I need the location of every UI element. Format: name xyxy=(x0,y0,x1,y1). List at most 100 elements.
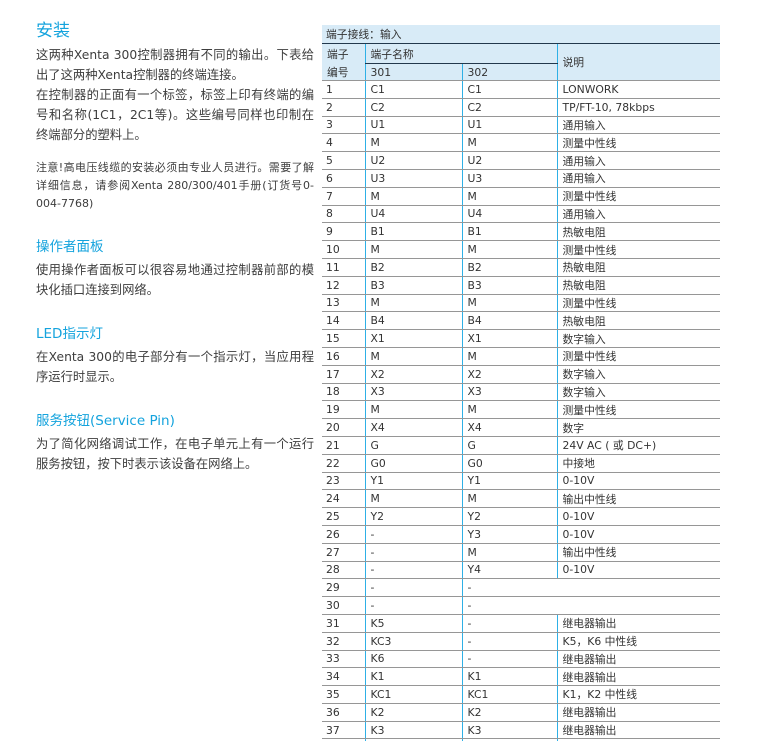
cell-terminal-no: 17 xyxy=(322,365,365,384)
cell-description xyxy=(557,596,721,615)
cell-302: C2 xyxy=(461,98,557,117)
cell-terminal-no: 34 xyxy=(322,667,365,687)
cell-terminal-no: 35 xyxy=(322,685,365,704)
table-row: 37 K3 K3 继电器输出 xyxy=(322,721,721,740)
cell-terminal-no: 29 xyxy=(322,578,365,598)
table-row: 1 C1 C1 LONWORK xyxy=(322,80,721,99)
service-pin-paragraph: 为了简化网络调试工作，在电子单元上有一个运行服务按钮，按下时表示该设备在网络上。 xyxy=(36,437,314,471)
cell-description: 测量中性线 xyxy=(556,133,721,153)
section-heading-operator-panel: 操作者面板 xyxy=(36,239,104,255)
cell-301: G0 xyxy=(364,454,462,473)
cell-301: B3 xyxy=(364,276,462,295)
cell-terminal-no: 2 xyxy=(322,98,365,117)
cell-302: KC2 xyxy=(461,738,557,741)
table-header-row-2: 编号 301 302 xyxy=(322,63,720,81)
cell-terminal-no: 20 xyxy=(322,418,365,437)
cell-description: 继电器输出 xyxy=(556,667,721,687)
cell-description: 数字输入 xyxy=(556,365,721,384)
terminal-wiring-table: 端子接线：输入 端子 端子名称 说明 编号 301 302 1 C1 C1 LO… xyxy=(322,25,721,741)
cell-terminal-no: 19 xyxy=(322,400,365,420)
cell-description: 热敏电阻 xyxy=(556,222,721,242)
cell-301: K6 xyxy=(364,650,462,669)
cell-description: 0-10V xyxy=(556,525,721,544)
cell-301: KC1 xyxy=(364,685,462,704)
cell-terminal-no: 8 xyxy=(322,205,365,224)
header-model-301: 301 xyxy=(364,63,462,81)
table-title: 端子接线：输入 xyxy=(322,25,721,44)
table-header-row-1: 端子 端子名称 说明 xyxy=(322,43,721,81)
cell-302: M xyxy=(461,133,557,153)
cell-302: K2 xyxy=(461,703,557,722)
cell-302: - xyxy=(461,650,557,669)
cell-301: M xyxy=(364,187,462,206)
cell-description: 热敏电阻 xyxy=(556,276,721,295)
cell-description: TP/FT-10, 78kbps xyxy=(556,98,721,117)
cell-301: M xyxy=(364,133,462,153)
cell-302: K1 xyxy=(461,667,557,687)
cell-description: 继电器输出 xyxy=(556,650,721,669)
cell-terminal-no: 33 xyxy=(322,650,365,669)
cell-302: - xyxy=(461,614,557,633)
cell-terminal-no: 27 xyxy=(322,543,365,562)
cell-description: 通用输入 xyxy=(556,151,721,170)
cell-terminal-no: 30 xyxy=(322,596,365,615)
table-row: 20 X4 X4 数字 xyxy=(322,418,721,437)
cell-302: U2 xyxy=(461,151,557,170)
table-row: 30 - - xyxy=(322,596,721,615)
cell-terminal-no: 13 xyxy=(322,294,365,313)
operator-panel-paragraph: 使用操作者面板可以很容易地通过控制器前部的模块化插口连接到网络。 xyxy=(36,263,314,297)
terminal-wiring-table-wrap: 端子接线：输入 端子 端子名称 说明 编号 301 302 1 C1 C1 LO… xyxy=(322,25,721,741)
cell-terminal-no: 38 xyxy=(322,738,365,741)
table-row: 6 U3 U3 通用输入 xyxy=(322,169,721,188)
cell-description: 测量中性线 xyxy=(556,187,721,206)
cell-302: K3 xyxy=(461,721,557,740)
table-row: 31 K5 - 继电器输出 xyxy=(322,614,721,633)
cell-description: 通用输入 xyxy=(556,205,721,224)
table-row: 2 C2 C2 TP/FT-10, 78kbps xyxy=(322,98,721,117)
table-row: 15 X1 X1 数字输入 xyxy=(322,329,721,348)
cell-302: M xyxy=(461,240,557,259)
cell-terminal-no: 37 xyxy=(322,721,365,740)
cell-302: G xyxy=(461,436,557,455)
cell-description: K1，K2 中性线 xyxy=(556,685,721,704)
cell-301: U1 xyxy=(364,116,462,135)
cell-301: X2 xyxy=(364,365,462,384)
cell-302: M xyxy=(461,400,557,420)
header-terminal: 端子 xyxy=(322,43,365,64)
cell-terminal-no: 16 xyxy=(322,347,365,366)
cell-301: KC2 xyxy=(364,738,462,741)
install-note: 注意!高电压线缆的安装必须由专业人员进行。需要了解详细信息，请参阅Xenta 2… xyxy=(36,161,314,210)
cell-terminal-no: 28 xyxy=(322,561,365,580)
cell-description: 输出中性线 xyxy=(556,543,721,562)
cell-terminal-no: 22 xyxy=(322,454,365,473)
cell-302: U1 xyxy=(461,116,557,135)
cell-301: K3 xyxy=(364,721,462,740)
cell-301: - xyxy=(364,561,462,580)
cell-301: K1 xyxy=(364,667,462,687)
cell-301: M xyxy=(364,400,462,420)
cell-302: KC1 xyxy=(461,685,557,704)
cell-302: - xyxy=(461,632,557,651)
cell-302: Y3 xyxy=(461,525,557,544)
table-row: 5 U2 U2 通用输入 xyxy=(322,151,721,170)
table-row: 17 X2 X2 数字输入 xyxy=(322,365,721,384)
cell-302: Y1 xyxy=(461,472,557,491)
table-row: 9 B1 B1 热敏电阻 xyxy=(322,222,721,242)
cell-301: M xyxy=(364,240,462,259)
cell-description: 中接地 xyxy=(556,454,721,473)
table-header: 端子接线：输入 端子 端子名称 说明 编号 301 302 xyxy=(322,25,721,81)
cell-302: X3 xyxy=(461,383,557,402)
cell-301: Y2 xyxy=(364,507,462,526)
cell-302: Y2 xyxy=(461,507,557,526)
cell-description: 测量中性线 xyxy=(556,240,721,259)
cell-301: - xyxy=(364,543,462,562)
cell-301: - xyxy=(364,578,462,598)
table-row: 27 - M 输出中性线 xyxy=(322,543,721,562)
cell-301: C2 xyxy=(364,98,462,117)
table-row: 33 K6 - 继电器输出 xyxy=(322,650,721,669)
header-model-302: 302 xyxy=(461,63,557,81)
cell-description: 继电器输出 xyxy=(556,614,721,633)
cell-description: 热敏电阻 xyxy=(556,258,721,277)
cell-301: - xyxy=(364,525,462,544)
table-row: 36 K2 K2 继电器输出 xyxy=(322,703,721,722)
